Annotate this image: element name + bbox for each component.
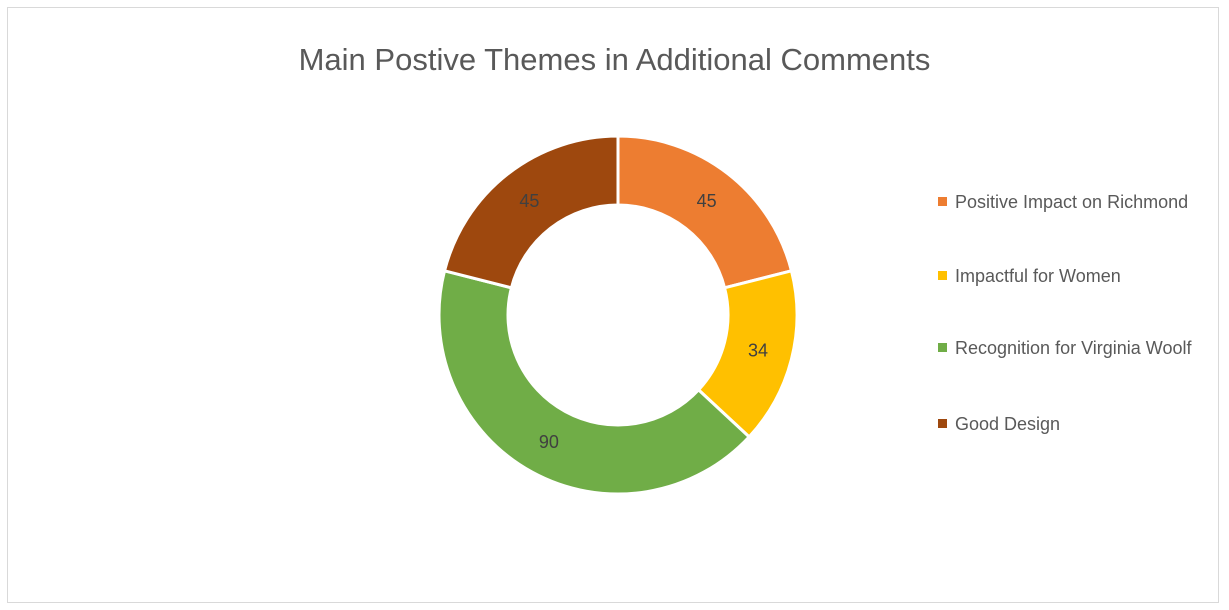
legend-label: Recognition for Virginia Woolf: [955, 338, 1192, 358]
data-label: 45: [519, 191, 539, 211]
legend-item: Recognition for Virginia Woolf: [938, 336, 1195, 361]
legend-label: Positive Impact on Richmond: [955, 192, 1189, 212]
legend-swatch: [938, 197, 947, 206]
legend-item: Positive Impact on Richmond: [938, 190, 1195, 215]
legend-label: Good Design: [955, 414, 1061, 434]
legend-swatch: [938, 271, 947, 280]
legend-swatch: [938, 419, 947, 428]
donut-slice: [616, 134, 794, 290]
donut-slice: [442, 134, 620, 290]
data-label: 45: [697, 191, 717, 211]
legend-swatch: [938, 343, 947, 352]
data-label: 34: [748, 341, 768, 361]
donut-slice: [437, 268, 752, 496]
chart-area: [7, 7, 1219, 603]
chart-title: Main Postive Themes in Additional Commen…: [298, 42, 931, 77]
legend-item: Impactful for Women: [938, 264, 1195, 289]
legend-label: Impactful for Women: [955, 266, 1121, 286]
data-label: 90: [539, 432, 559, 452]
legend-item: Good Design: [938, 412, 1195, 437]
